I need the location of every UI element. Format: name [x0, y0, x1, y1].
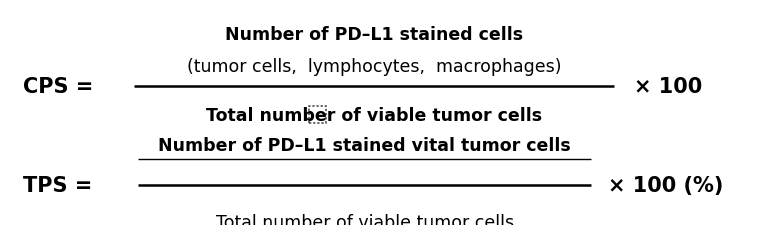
Text: (tumor cells,  lymphocytes,  macrophages): (tumor cells, lymphocytes, macrophages): [187, 57, 561, 75]
Text: Total number of viable tumor cells: Total number of viable tumor cells: [216, 213, 514, 225]
Text: × 100: × 100: [634, 77, 702, 97]
Text: TPS =: TPS =: [23, 176, 92, 196]
Bar: [309, 106, 326, 123]
Text: CPS =: CPS =: [23, 77, 94, 97]
Text: Number of PD–L1 stained cells: Number of PD–L1 stained cells: [225, 26, 524, 44]
Text: Total number of viable tumor cells: Total number of viable tumor cells: [207, 107, 542, 125]
Text: × 100 (%): × 100 (%): [608, 176, 723, 196]
Text: Number of PD–L1 stained vital tumor cells: Number of PD–L1 stained vital tumor cell…: [158, 136, 571, 154]
